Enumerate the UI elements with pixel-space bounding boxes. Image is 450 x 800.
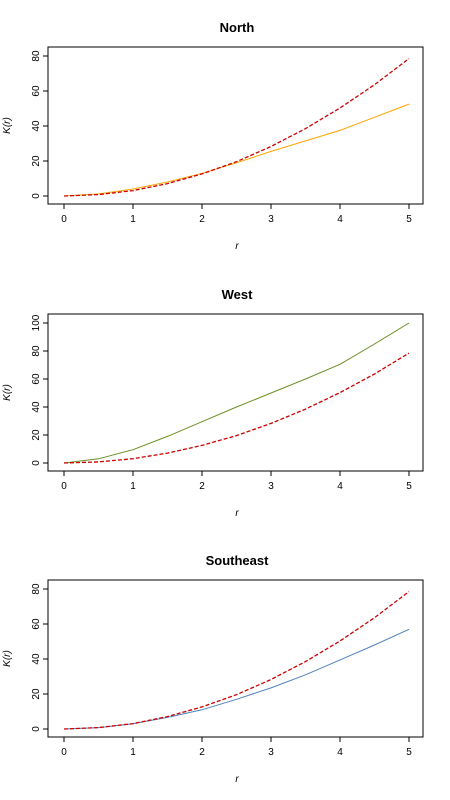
- y-tick-label: 60: [31, 373, 42, 385]
- plot-frame: [47, 313, 424, 472]
- y-tick-label: 20: [31, 155, 42, 167]
- y-tick-label: 60: [31, 85, 42, 97]
- y-tick-label: 20: [31, 429, 42, 441]
- y-tick-label: 80: [31, 345, 42, 357]
- y-axis-label: K(r): [2, 384, 13, 401]
- y-tick-label: 20: [31, 688, 42, 700]
- x-tick-label: 4: [337, 747, 343, 758]
- x-tick-label: 1: [130, 747, 136, 758]
- y-tick-label: 40: [31, 653, 42, 665]
- y-axis-label: K(r): [2, 117, 13, 134]
- y-tick-label: 0: [31, 193, 42, 199]
- y-tick-label: 0: [31, 460, 42, 466]
- chart-north-svg: North 0 1 2 3 4 5 0 20 40 60 80 r K(r): [2, 20, 424, 252]
- y-tick-label: 0: [31, 726, 42, 732]
- chart-title: North: [220, 20, 255, 35]
- x-tick-label: 2: [199, 214, 205, 225]
- y-tick-label: 80: [31, 50, 42, 62]
- chart-panel-west: West 0 1 2 3 4 5 0 20 40 60 80 100 r K(r): [0, 267, 450, 534]
- x-tick-label: 0: [61, 214, 67, 225]
- west-series-line-1: [63, 352, 410, 464]
- y-tick-label: 40: [31, 120, 42, 132]
- x-tick-label: 2: [199, 481, 205, 492]
- chart-title: West: [222, 287, 253, 302]
- x-tick-label: 1: [130, 214, 136, 225]
- x-tick-label: 4: [337, 481, 343, 492]
- north-series-line-0: [63, 103, 410, 197]
- y-tick-label: 80: [31, 583, 42, 595]
- x-tick-label: 5: [406, 747, 412, 758]
- x-tick-label: 1: [130, 481, 136, 492]
- chart-west-svg: West 0 1 2 3 4 5 0 20 40 60 80 100 r K(r): [2, 287, 424, 519]
- x-tick-label: 5: [406, 481, 412, 492]
- x-tick-label: 2: [199, 747, 205, 758]
- southeast-series-line-1: [63, 591, 410, 730]
- plot-frame: [47, 579, 424, 738]
- x-tick-label: 3: [268, 747, 274, 758]
- x-tick-label: 0: [61, 481, 67, 492]
- chart-southeast-svg: Southeast 0 1 2 3 4 5 0 20 40 60 80 r K(r): [2, 553, 424, 785]
- x-axis-label: r: [235, 241, 239, 252]
- x-tick-label: 3: [268, 481, 274, 492]
- chart-panel-southeast: Southeast 0 1 2 3 4 5 0 20 40 60 80 r K(r): [0, 533, 450, 800]
- y-tick-label: 100: [31, 314, 42, 331]
- x-tick-label: 5: [406, 214, 412, 225]
- x-axis-label: r: [235, 508, 239, 519]
- x-tick-label: 0: [61, 747, 67, 758]
- chart-panel-north: North 0 1 2 3 4 5 0 20 40 60 80 r K(r): [0, 0, 450, 267]
- x-axis-label: r: [235, 774, 239, 785]
- southeast-series-line-0: [63, 628, 410, 730]
- y-axis-label: K(r): [2, 650, 13, 667]
- y-tick-label: 40: [31, 401, 42, 413]
- plot-frame: [47, 46, 424, 205]
- west-series-line-0: [63, 322, 410, 464]
- x-tick-label: 4: [337, 214, 343, 225]
- north-series-line-1: [63, 58, 410, 197]
- chart-title: Southeast: [206, 553, 270, 568]
- x-tick-label: 3: [268, 214, 274, 225]
- y-tick-label: 60: [31, 618, 42, 630]
